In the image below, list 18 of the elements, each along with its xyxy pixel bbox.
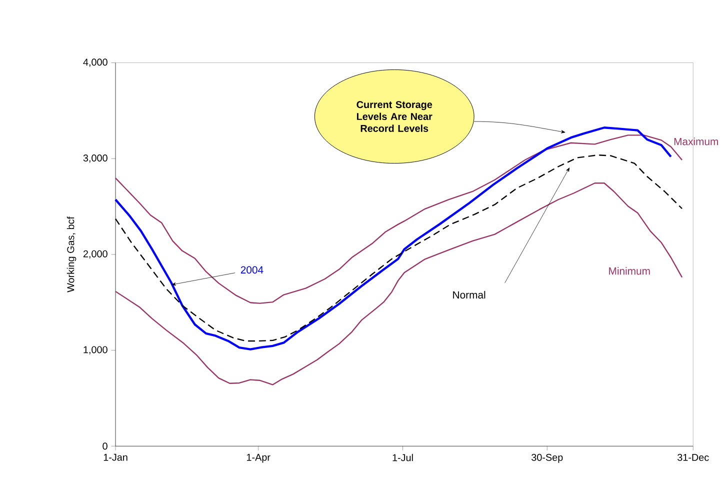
x-tick-label: 31-Dec [678,454,709,461]
x-tick-label: 30-Sep [532,454,563,463]
y-tick-label: 4,000 [83,58,108,67]
x-tick-label: 1-Jan [104,454,128,461]
y-tick-label: 2,000 [83,250,108,259]
y-tick-label: 3,000 [83,154,108,163]
line-series [114,126,672,350]
x-tick-label: 1-Apr [246,454,270,463]
x-tick-label: 1-Jul [392,454,413,462]
text: 2004 [240,266,264,274]
y-axis-title: Working Gas, bcf [66,216,76,292]
text: Minimum [609,267,650,275]
series-label: Maximum [674,138,718,146]
y-tick-label: 1,000 [84,346,108,354]
y-tick-label: 0 [102,442,108,450]
text: Normal [453,290,486,299]
annotation: Current Storage Levels Are Near Record Levels [356,101,432,132]
line-series [114,182,683,386]
